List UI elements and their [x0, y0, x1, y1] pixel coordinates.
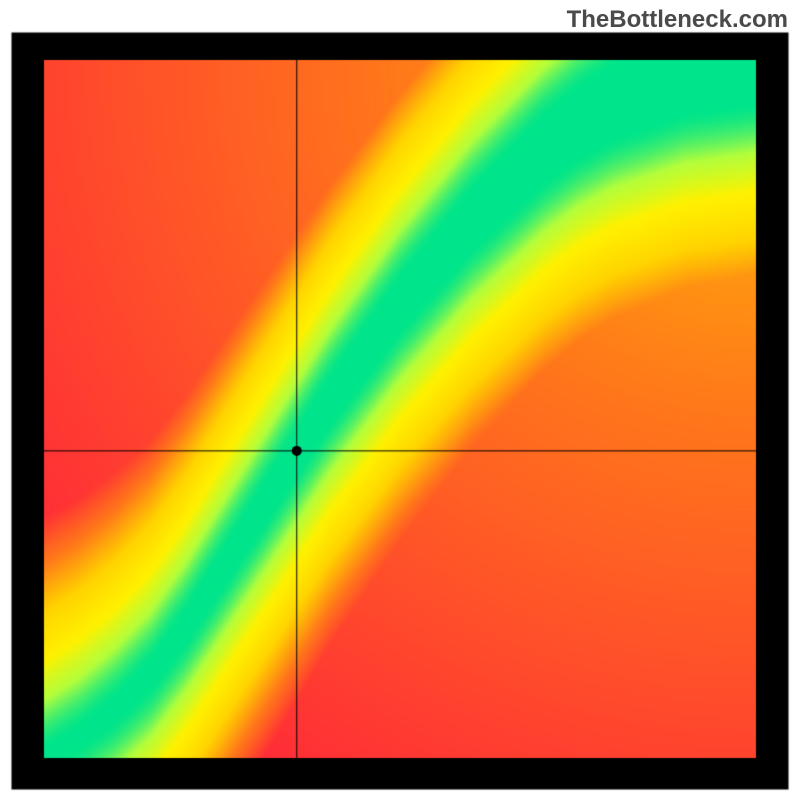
- watermark-text: TheBottleneck.com: [567, 6, 788, 34]
- bottleneck-heatmap: [0, 0, 800, 800]
